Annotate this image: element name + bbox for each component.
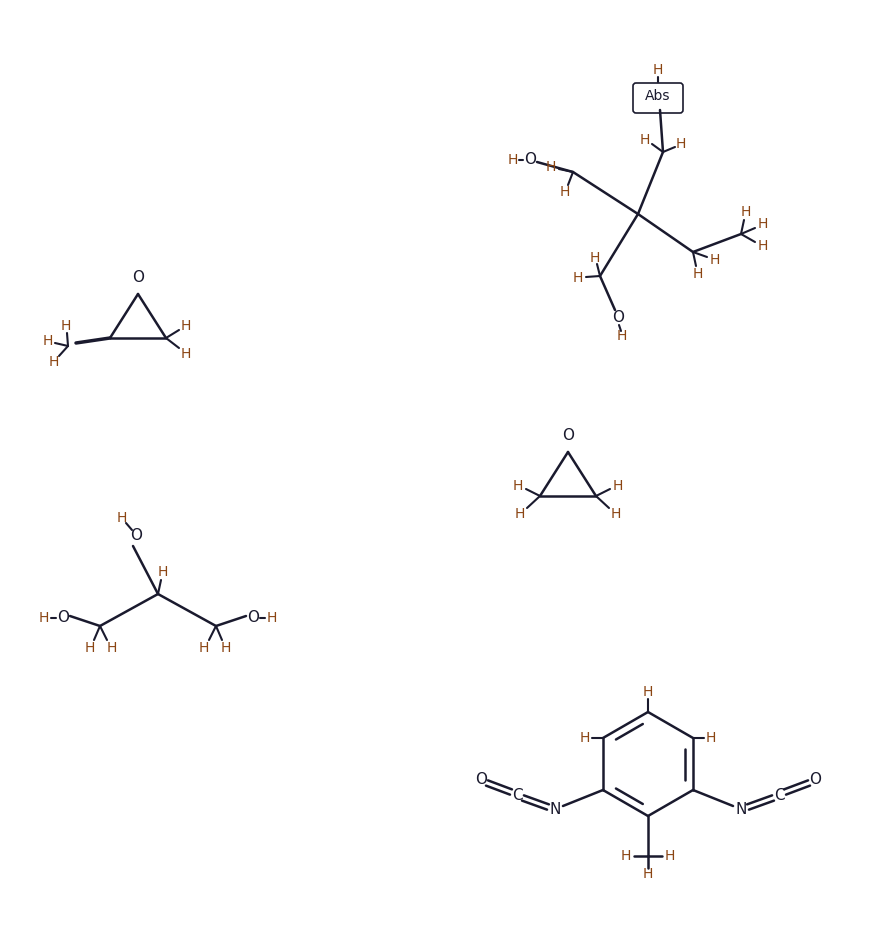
Text: H: H: [181, 347, 191, 361]
Text: H: H: [613, 479, 623, 493]
Text: H: H: [643, 685, 653, 699]
Text: N: N: [735, 802, 747, 817]
Text: H: H: [693, 267, 703, 281]
Text: H: H: [643, 867, 653, 881]
Text: H: H: [621, 849, 631, 863]
Text: H: H: [573, 271, 583, 285]
Text: H: H: [61, 319, 72, 333]
Text: H: H: [181, 319, 191, 333]
Text: H: H: [267, 611, 278, 625]
Text: O: O: [809, 772, 821, 787]
Text: H: H: [42, 334, 53, 348]
FancyBboxPatch shape: [633, 83, 683, 113]
Text: H: H: [514, 507, 525, 521]
Text: H: H: [665, 849, 675, 863]
Text: H: H: [758, 217, 768, 231]
Text: H: H: [221, 641, 232, 655]
Text: H: H: [611, 507, 621, 521]
Text: H: H: [39, 611, 50, 625]
Text: H: H: [741, 205, 751, 219]
Text: O: O: [612, 310, 624, 326]
Text: H: H: [640, 133, 651, 147]
Text: O: O: [247, 611, 259, 626]
Text: H: H: [85, 641, 95, 655]
Text: O: O: [562, 428, 574, 443]
Text: H: H: [49, 355, 59, 369]
Text: H: H: [617, 329, 627, 343]
Text: O: O: [475, 772, 487, 787]
Text: H: H: [590, 251, 600, 265]
Text: C: C: [774, 787, 784, 802]
Text: H: H: [705, 731, 716, 745]
Text: O: O: [132, 270, 144, 285]
Text: H: H: [580, 731, 591, 745]
Text: H: H: [710, 253, 720, 267]
Text: N: N: [549, 802, 560, 817]
Text: O: O: [57, 611, 69, 626]
Text: H: H: [107, 641, 118, 655]
Text: H: H: [199, 641, 210, 655]
Text: H: H: [758, 239, 768, 253]
Text: H: H: [507, 153, 518, 167]
Text: C: C: [512, 787, 522, 802]
Text: H: H: [560, 185, 570, 199]
Text: O: O: [524, 152, 536, 167]
Text: H: H: [545, 160, 556, 174]
Text: H: H: [513, 479, 523, 493]
Text: H: H: [158, 565, 168, 579]
Text: H: H: [652, 63, 663, 77]
Text: H: H: [117, 511, 127, 525]
Text: O: O: [130, 529, 142, 544]
Text: H: H: [675, 137, 686, 151]
Text: Abs: Abs: [645, 89, 671, 103]
